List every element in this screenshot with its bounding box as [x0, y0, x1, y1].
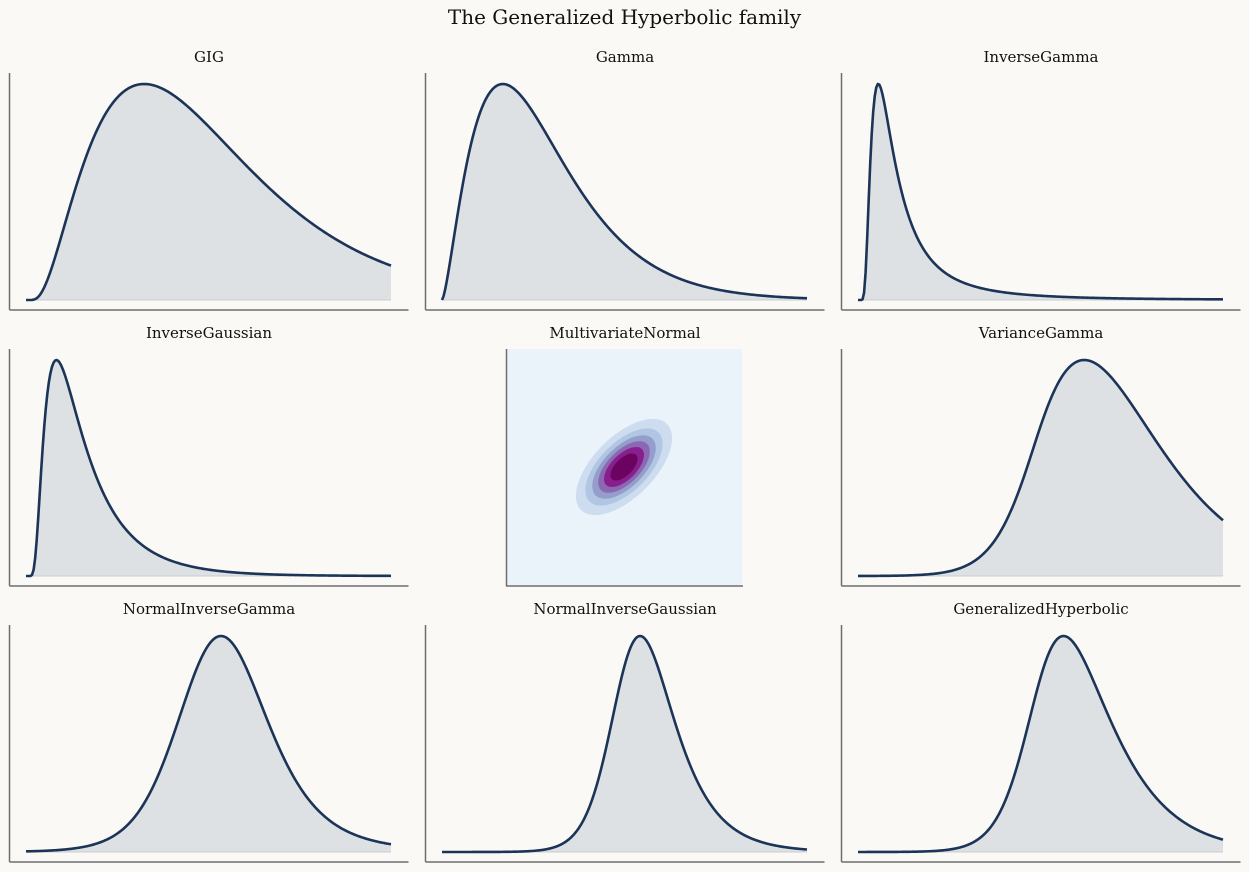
chart-gig: [8, 73, 409, 311]
density-area: [442, 636, 807, 852]
chart-generalizedhyperbolic: [840, 625, 1241, 863]
density-area: [858, 360, 1223, 576]
panel-inversegamma: InverseGamma: [840, 48, 1241, 312]
panel-inversegaussian: InverseGaussian: [8, 324, 409, 588]
contour-level: [610, 453, 638, 481]
density-line: [440, 82, 808, 301]
panel-multivariatenormal: MultivariateNormal: [425, 324, 825, 588]
panel-generalizedhyperbolic: GeneralizedHyperbolic: [840, 600, 1241, 864]
density-area: [858, 636, 1223, 852]
chart-gamma: [424, 73, 825, 311]
density-line: [26, 82, 392, 302]
density-area: [858, 84, 1223, 300]
chart-variancegamma: [840, 349, 1241, 587]
density-area: [26, 360, 391, 576]
density-line: [858, 82, 1224, 302]
density-line: [857, 358, 1224, 578]
panel-gig: GIG: [8, 48, 409, 312]
chart-normalinversegaussian: [424, 625, 825, 863]
panel-title: GIG: [194, 48, 224, 66]
density-line: [442, 634, 808, 854]
panel-gamma: Gamma: [424, 48, 825, 312]
panel-title: NormalInverseGamma: [122, 600, 296, 618]
panel-variancegamma: VarianceGamma: [840, 324, 1241, 588]
chart-inversegaussian: [8, 349, 409, 587]
panel-title: MultivariateNormal: [549, 324, 701, 342]
figure-title: The Generalized Hyperbolic family: [447, 5, 802, 29]
chart-normalinversegamma: [8, 625, 409, 863]
panel-normalinversegaussian: NormalInverseGaussian: [424, 600, 825, 864]
panel-title: InverseGaussian: [145, 324, 273, 342]
density-area: [26, 84, 391, 300]
panel-normalinversegamma: NormalInverseGamma: [8, 600, 409, 864]
chart-multivariatenormal: [505, 349, 743, 587]
panel-title: NormalInverseGaussian: [533, 600, 717, 618]
panel-title: VarianceGamma: [978, 324, 1104, 342]
chart-inversegamma: [840, 73, 1241, 311]
density-line: [26, 358, 392, 578]
density-line: [25, 634, 392, 853]
density-area: [442, 84, 807, 300]
density-area: [26, 636, 391, 852]
panel-title: InverseGamma: [983, 48, 1099, 66]
contour-plot: [506, 349, 742, 585]
panel-title: GeneralizedHyperbolic: [953, 600, 1129, 618]
density-line: [858, 634, 1224, 854]
panel-title: Gamma: [595, 48, 655, 66]
